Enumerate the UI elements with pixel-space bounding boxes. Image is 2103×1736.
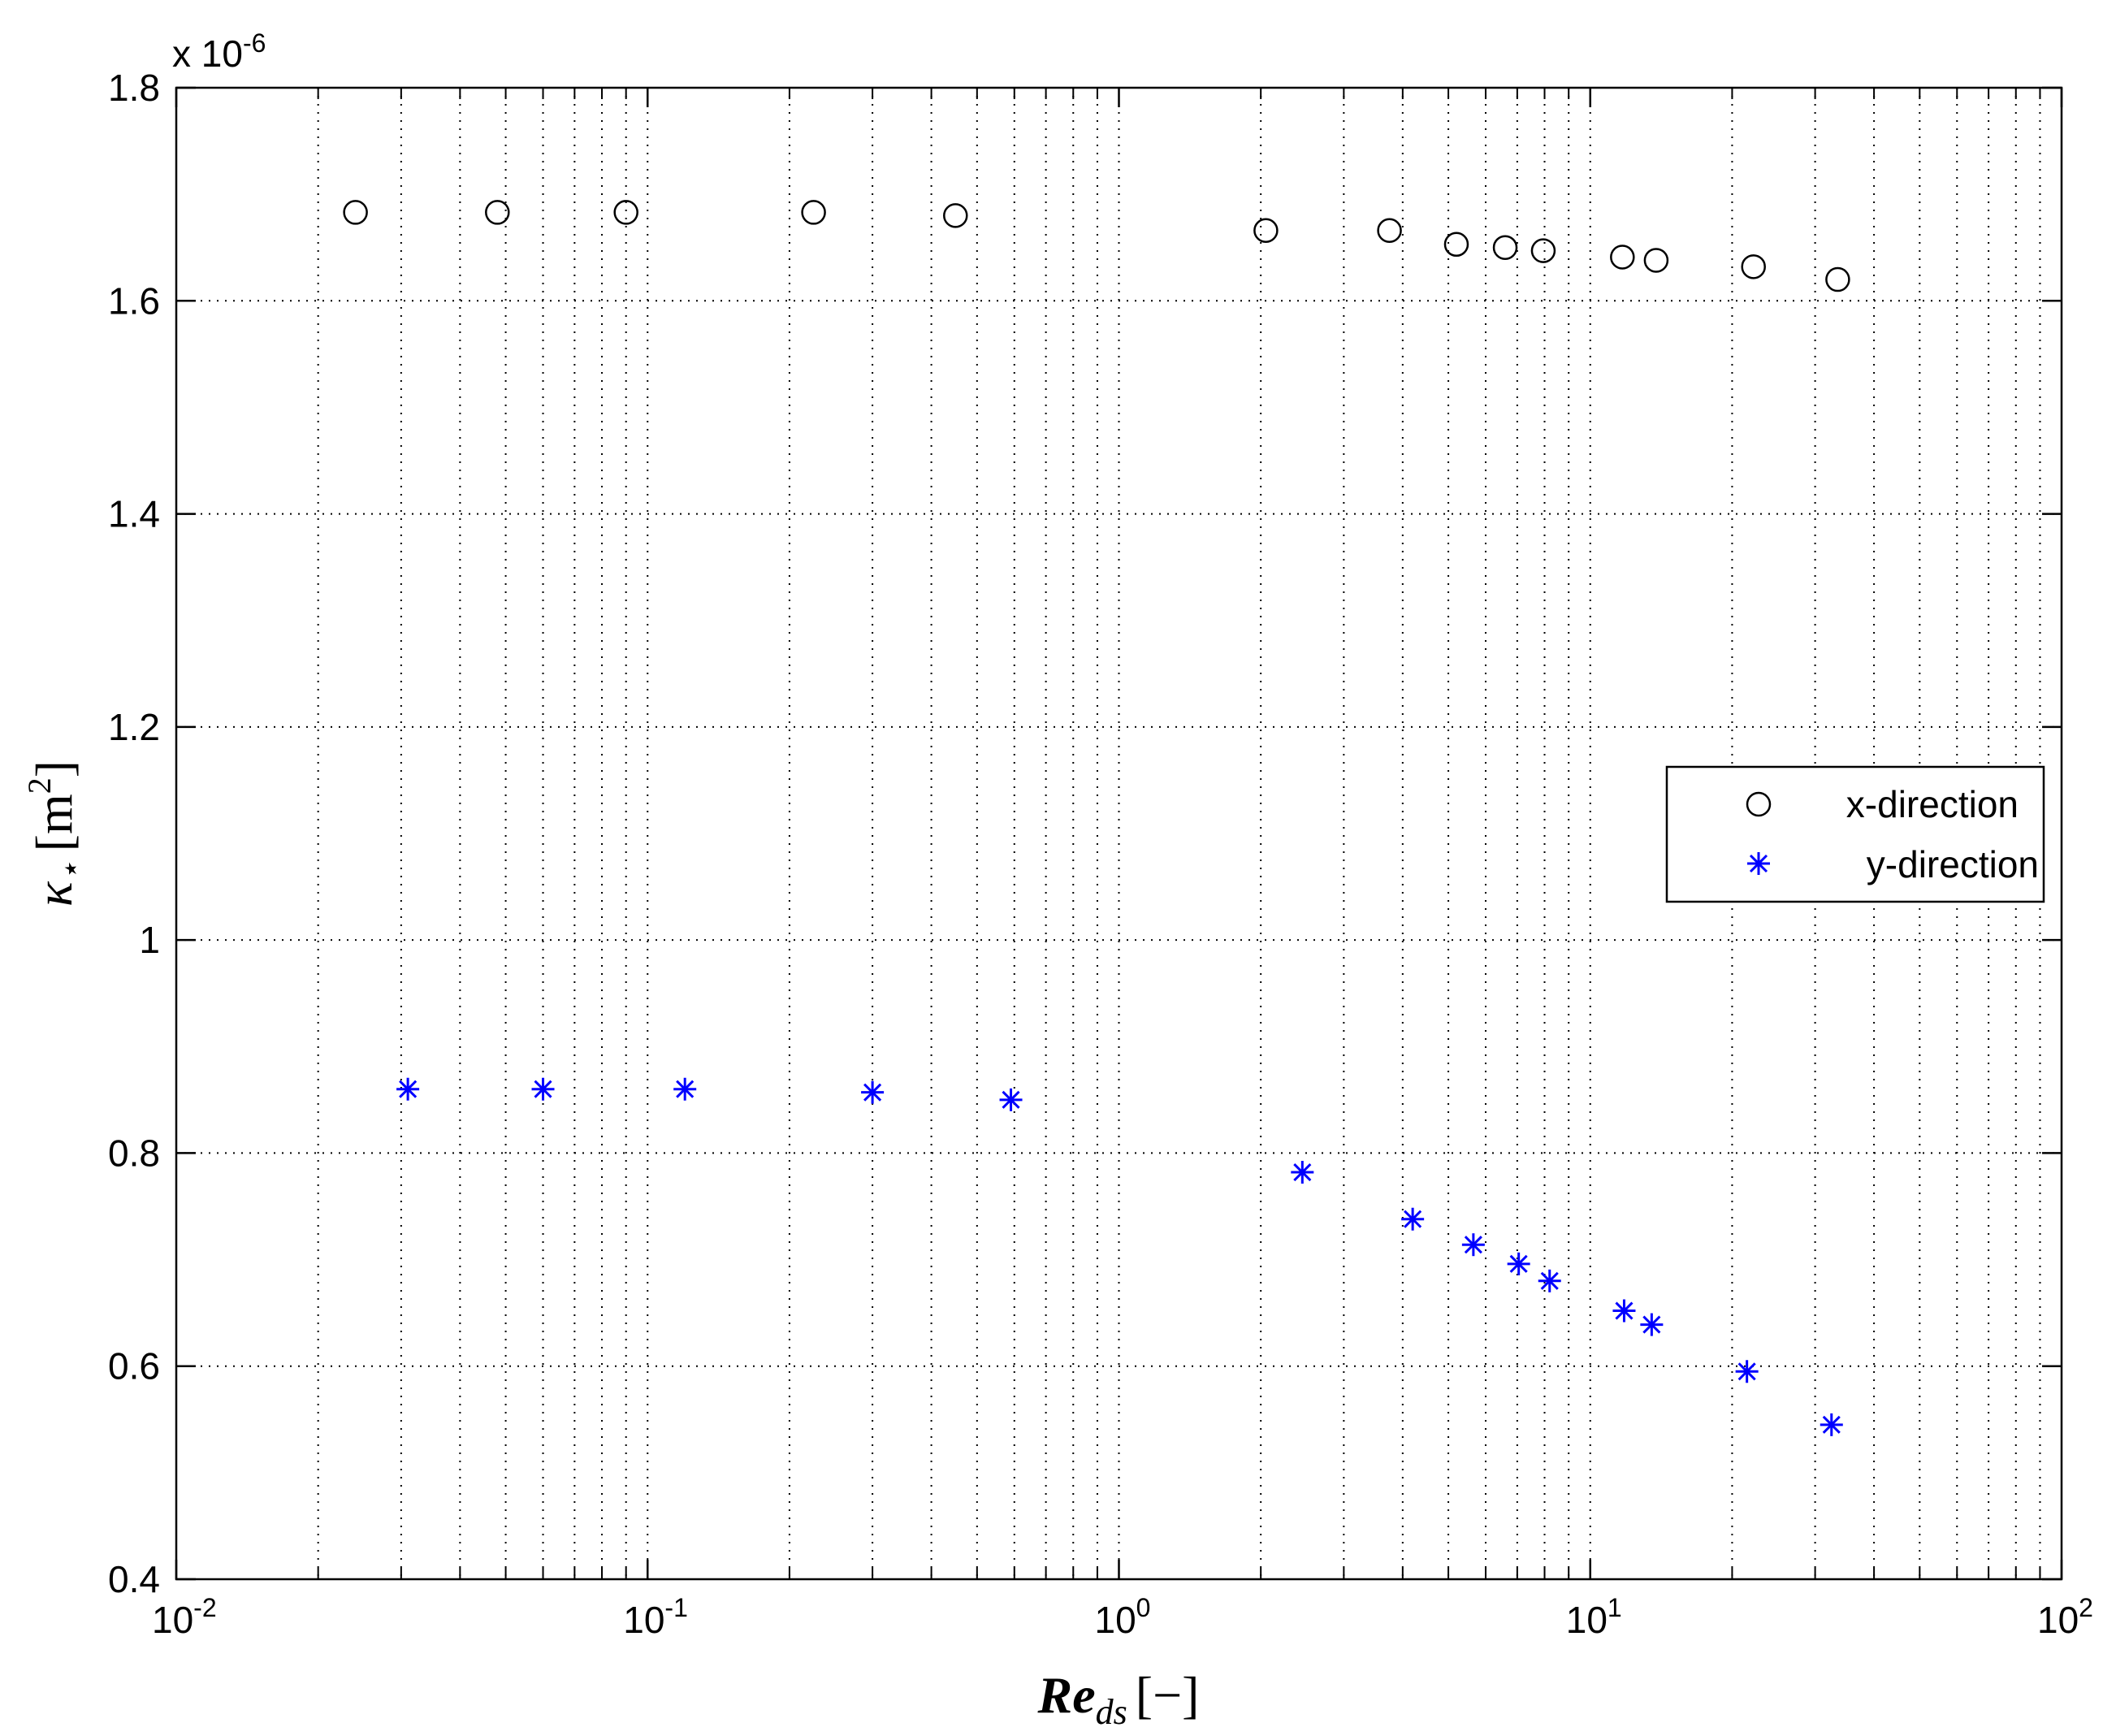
legend-label-y-direction: y-direction — [1867, 843, 2039, 885]
data-point-x-direction — [613, 200, 638, 225]
data-point-y-direction — [396, 1077, 420, 1101]
y-tick-label: 1.6 — [108, 279, 160, 322]
y-tick-label: 0.6 — [108, 1345, 160, 1388]
data-point-y-direction — [531, 1077, 555, 1101]
legend-label-x-direction: x-direction — [1846, 783, 2019, 825]
y-tick-labels: 0.4 0.6 0.8 1 1.2 1.4 1.6 1.8 — [108, 67, 160, 1600]
legend: x-direction y-direction — [1665, 765, 2045, 903]
data-point-y-direction — [1401, 1207, 1425, 1231]
data-point-y-direction — [1461, 1233, 1485, 1257]
data-point-y-direction — [1640, 1313, 1664, 1336]
data-point-x-direction — [1253, 218, 1279, 243]
data-point-x-direction — [1825, 266, 1850, 292]
series-y-direction — [396, 1077, 1843, 1436]
legend-box — [1665, 765, 2045, 903]
x-tick-label: 102 — [2037, 1593, 2093, 1641]
y-tick-label: 1 — [139, 919, 160, 961]
data-point-y-direction — [673, 1077, 697, 1101]
plot-frame — [175, 86, 2063, 1581]
data-point-x-direction — [1643, 248, 1669, 273]
x-tick-label: 10-1 — [623, 1593, 688, 1641]
x-axis-label: Reds [−] — [1037, 1666, 1200, 1732]
data-point-y-direction — [1507, 1252, 1530, 1275]
data-point-x-direction — [1492, 235, 1518, 260]
data-point-x-direction — [1530, 238, 1556, 263]
y-tick-label: 1.4 — [108, 493, 160, 535]
data-point-y-direction — [1820, 1413, 1843, 1436]
data-point-x-direction — [943, 203, 968, 228]
y-tick-label: 0.8 — [108, 1132, 160, 1174]
y-axis-label: κ⋆[m2] — [21, 760, 89, 907]
x-tick-label: 101 — [1566, 1593, 1622, 1641]
y-tick-label: 1.2 — [108, 706, 160, 748]
series-x-direction — [343, 200, 1850, 292]
data-point-y-direction — [861, 1080, 885, 1104]
data-point-y-direction — [1291, 1161, 1314, 1184]
data-point-y-direction — [1612, 1299, 1636, 1323]
data-point-x-direction — [343, 200, 368, 225]
legend-marker-x-direction — [1746, 791, 1772, 817]
x-tick-label: 10-2 — [152, 1593, 217, 1641]
data-series — [343, 200, 1850, 1436]
data-point-x-direction — [1610, 245, 1635, 270]
data-point-x-direction — [1443, 232, 1469, 258]
data-point-x-direction — [485, 200, 510, 225]
data-point-x-direction — [801, 200, 826, 225]
y-multiplier: x 10-6 — [172, 28, 266, 75]
data-point-y-direction — [999, 1088, 1023, 1111]
y-tick-label: 0.4 — [108, 1558, 160, 1600]
x-tick-labels: 10-2 10-1 100 101 102 — [152, 1593, 2093, 1641]
data-point-x-direction — [1741, 254, 1766, 279]
data-point-y-direction — [1735, 1360, 1759, 1383]
data-point-y-direction — [1538, 1269, 1561, 1292]
y-tick-label: 1.8 — [108, 67, 160, 109]
data-point-x-direction — [1377, 218, 1402, 243]
legend-marker-y-direction — [1747, 852, 1770, 875]
x-tick-label: 100 — [1095, 1593, 1151, 1641]
